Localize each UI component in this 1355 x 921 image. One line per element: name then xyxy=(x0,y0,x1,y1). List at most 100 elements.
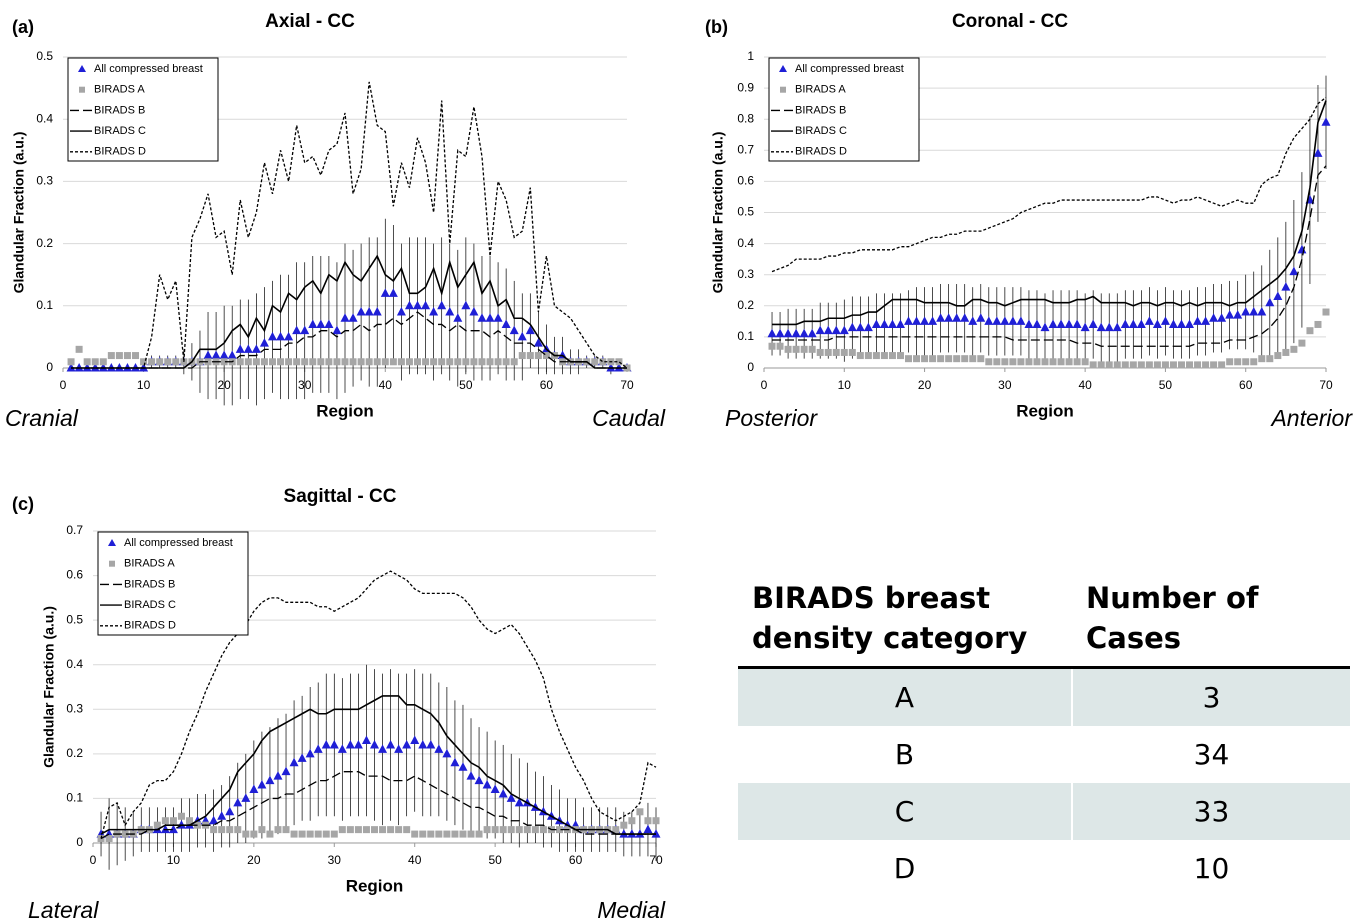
marker xyxy=(268,358,276,366)
y-tick-label: 0.6 xyxy=(66,568,83,582)
marker xyxy=(501,319,511,328)
marker xyxy=(434,744,444,753)
marker xyxy=(984,316,994,325)
marker xyxy=(243,344,253,353)
marker xyxy=(1097,361,1105,369)
marker xyxy=(259,338,269,347)
marker xyxy=(1137,361,1145,369)
marker xyxy=(1056,319,1066,328)
marker xyxy=(534,352,542,360)
marker xyxy=(944,313,954,322)
marker xyxy=(913,355,921,363)
marker xyxy=(831,325,841,335)
legend-label: BIRADS D xyxy=(124,620,176,632)
x-tick-label: 20 xyxy=(918,378,932,392)
marker xyxy=(937,355,945,363)
marker xyxy=(490,784,500,794)
marker xyxy=(847,322,857,332)
marker xyxy=(823,325,833,335)
marker xyxy=(397,358,405,366)
marker xyxy=(985,358,993,366)
marker xyxy=(349,358,357,366)
marker xyxy=(354,826,362,834)
marker xyxy=(411,830,419,838)
y-tick-label: 0.1 xyxy=(36,298,53,312)
marker xyxy=(502,358,510,366)
marker xyxy=(1210,361,1218,369)
header-cell: BIRADS breast density category xyxy=(738,572,1072,669)
marker xyxy=(976,313,986,322)
marker xyxy=(1281,282,1291,291)
marker xyxy=(1072,319,1082,328)
marker xyxy=(904,316,914,325)
marker xyxy=(1177,361,1185,369)
marker xyxy=(357,358,365,366)
marker xyxy=(1186,361,1194,369)
marker xyxy=(426,739,436,749)
marker xyxy=(467,830,475,838)
marker xyxy=(281,766,291,776)
marker xyxy=(485,313,495,322)
cell: B xyxy=(894,738,915,771)
legend-symbol xyxy=(108,539,116,546)
marker xyxy=(115,352,123,360)
marker xyxy=(265,775,275,785)
marker xyxy=(380,288,390,297)
marker xyxy=(863,322,873,332)
marker xyxy=(413,300,423,310)
marker xyxy=(531,826,539,834)
marker xyxy=(235,344,245,353)
marker xyxy=(381,358,389,366)
table-header: BIRADS breast density category Number of… xyxy=(738,572,1350,669)
marker xyxy=(121,830,129,838)
marker xyxy=(458,762,468,771)
marker xyxy=(429,307,439,316)
marker xyxy=(203,350,213,360)
marker xyxy=(815,325,825,335)
marker xyxy=(345,739,355,749)
y-tick-label: 0 xyxy=(46,360,53,374)
legend-box xyxy=(67,57,219,162)
marker xyxy=(1104,322,1114,332)
marker xyxy=(636,808,644,816)
marker xyxy=(1064,319,1074,328)
marker xyxy=(643,824,653,834)
marker xyxy=(454,358,462,366)
marker xyxy=(783,328,793,338)
marker xyxy=(427,830,435,838)
y-tick-label: 0.9 xyxy=(737,80,754,94)
marker xyxy=(1009,358,1017,366)
marker xyxy=(1008,316,1018,325)
marker xyxy=(921,355,929,363)
marker xyxy=(1073,358,1081,366)
marker xyxy=(233,797,243,807)
marker xyxy=(371,826,378,834)
marker xyxy=(928,316,938,325)
x-tick-label: 0 xyxy=(60,378,67,392)
marker xyxy=(410,735,420,744)
direction-label: Caudal xyxy=(592,405,666,431)
marker xyxy=(920,316,930,325)
marker xyxy=(1250,358,1258,366)
marker xyxy=(1225,310,1235,319)
marker xyxy=(257,780,267,789)
marker xyxy=(218,826,226,834)
series-line xyxy=(100,695,656,835)
marker xyxy=(450,757,460,767)
x-tick-label: 60 xyxy=(1239,378,1253,392)
panel-label: (c) xyxy=(12,494,34,514)
marker xyxy=(840,348,848,356)
marker xyxy=(297,753,307,762)
marker xyxy=(1193,316,1203,325)
marker xyxy=(800,345,808,353)
table-row: C 33 xyxy=(738,783,1350,840)
marker xyxy=(266,830,274,838)
marker xyxy=(321,739,331,749)
table-row: D 10 xyxy=(738,840,1350,897)
marker xyxy=(1089,361,1097,369)
series-line xyxy=(772,165,1327,347)
marker xyxy=(442,748,452,758)
marker xyxy=(99,358,107,366)
marker xyxy=(871,319,881,328)
